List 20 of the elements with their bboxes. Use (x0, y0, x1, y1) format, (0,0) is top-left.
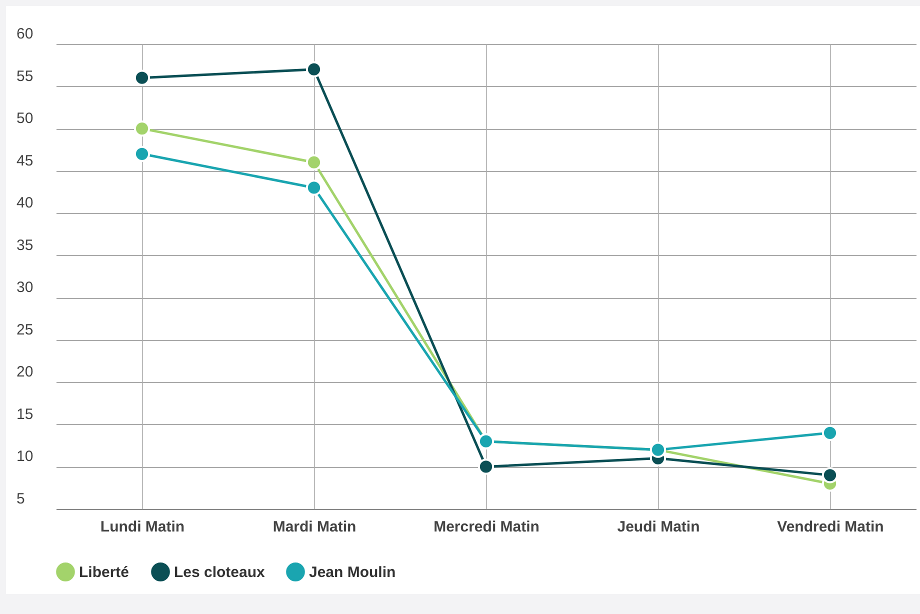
y-tick-label: 35 (16, 236, 34, 254)
y-tick-label: 60 (16, 26, 34, 42)
y-tick-label: 25 (16, 321, 34, 338)
legend-label: Liberté (79, 564, 130, 581)
y-tick-label: 10 (16, 448, 34, 466)
y-tick-label: 40 (16, 194, 34, 212)
x-tick-label: Jeudi Matin (617, 518, 700, 536)
y-tick-label: 50 (16, 110, 34, 128)
y-tick-label: 5 (16, 490, 25, 508)
y-tick-label: 30 (16, 279, 34, 296)
y-tick-label: 15 (16, 406, 34, 423)
y-tick-label: 20 (16, 364, 34, 381)
x-tick-label: Mercredi Matin (434, 518, 540, 536)
legend-label: Jean Moulin (309, 564, 396, 581)
x-tick-label: Lundi Matin (100, 518, 185, 536)
y-tick-label: 55 (16, 68, 34, 85)
y-tick-label: 45 (16, 152, 34, 170)
legend-label: Les cloteaux (174, 564, 266, 581)
x-tick-label: Mardi Matin (272, 518, 356, 536)
x-tick-label: Vendredi Matin (777, 518, 884, 536)
